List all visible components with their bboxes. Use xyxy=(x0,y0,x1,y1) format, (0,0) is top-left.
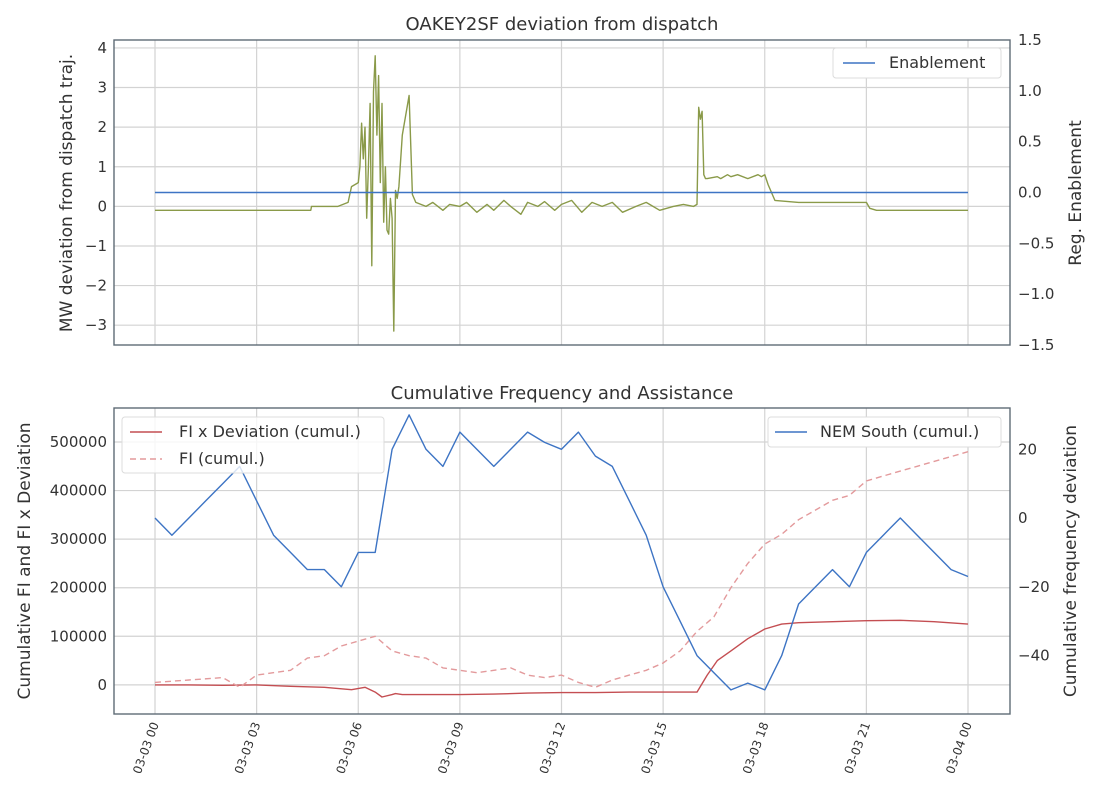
top-y2-tick-label: 0.0 xyxy=(1018,184,1042,202)
bottom-chart-title: Cumulative Frequency and Assistance xyxy=(391,383,734,404)
bottom-x-tick-label: 03-03 06 xyxy=(333,720,365,775)
top-y-tick-label: −2 xyxy=(85,277,107,295)
bottom-legend-label-fi-x-deviation: FI x Deviation (cumul.) xyxy=(179,422,361,441)
top-y-tick-label: 4 xyxy=(97,39,107,57)
bottom-x-tick-label: 03-03 18 xyxy=(740,720,772,775)
bottom-legend-label-fi: FI (cumul.) xyxy=(179,449,265,468)
top-y2-tick-label: 0.5 xyxy=(1018,133,1042,151)
bottom-y2-tick-label: −40 xyxy=(1018,647,1050,665)
bottom-chart-series xyxy=(154,414,969,698)
top-y-tick-label: 1 xyxy=(97,158,107,176)
top-y2-tick-label: 1.0 xyxy=(1018,82,1042,100)
top-y-tick-label: 3 xyxy=(97,79,107,97)
top-y-tick-label: −3 xyxy=(85,316,107,334)
top-legend-label-enablement: Enablement xyxy=(889,53,985,72)
top-chart-frame xyxy=(113,39,1011,346)
top-y2-tick-label: −0.5 xyxy=(1018,234,1054,252)
bottom-x-tick-label: 03-03 15 xyxy=(638,720,670,775)
bottom-x-tick-label: 03-03 00 xyxy=(130,720,162,775)
bottom-y-tick-label: 200000 xyxy=(50,579,107,597)
bottom-y-tick-label: 100000 xyxy=(50,627,107,645)
bottom-x-tick-label: 03-03 21 xyxy=(842,720,874,775)
bottom-chart-x-ticks: 03-03 00 03-03 03 03-03 06 03-03 09 03-03 12… xyxy=(130,720,975,775)
top-chart-y-axis-label: MW deviation from dispatch traj. xyxy=(57,54,77,332)
bottom-y2-tick-label: 20 xyxy=(1018,440,1037,458)
top-chart-legend: Enablement xyxy=(832,47,1002,79)
bottom-chart-y2-ticks: −40 −20 0 20 xyxy=(1018,440,1050,664)
bottom-chart-legend-right: NEM South (cumul.) xyxy=(767,416,1002,448)
bottom-legend-label-nem-south: NEM South (cumul.) xyxy=(820,422,979,441)
top-chart-y2-axis-label: Reg. Enablement xyxy=(1066,120,1086,266)
bottom-chart-y2-axis-label: Cumulative frequency deviation xyxy=(1061,425,1081,697)
bottom-chart-frame xyxy=(113,407,1011,715)
bottom-y-tick-label: 300000 xyxy=(50,530,107,548)
bottom-x-tick-label: 03-03 03 xyxy=(232,720,264,775)
bottom-chart-legend-left: FI x Deviation (cumul.) FI (cumul.) xyxy=(121,416,385,474)
bottom-x-tick-label: 03-03 12 xyxy=(537,720,569,775)
bottom-legend-left-box xyxy=(121,416,385,474)
bottom-series-line-2 xyxy=(154,414,969,691)
bottom-y2-tick-label: 0 xyxy=(1018,509,1028,527)
bottom-chart-y-ticks: 0 100000 200000 300000 400000 500000 xyxy=(50,433,107,694)
top-chart-y2-ticks: −1.5 −1.0 −0.5 0.0 0.5 1.0 1.5 xyxy=(1018,31,1054,354)
top-chart-y-ticks: −3 −2 −1 0 1 2 3 4 xyxy=(85,39,107,334)
top-y-tick-label: 0 xyxy=(97,197,107,215)
bottom-y2-tick-label: −20 xyxy=(1018,578,1050,596)
top-chart-series xyxy=(155,55,968,332)
bottom-x-tick-label: 03-04 00 xyxy=(943,720,975,775)
bottom-series-line-1 xyxy=(154,451,969,688)
bottom-series-line-0 xyxy=(155,619,969,698)
top-chart: OAKEY2SF deviation from dispatch −3 −2 −1 0… xyxy=(57,14,1086,354)
bottom-chart: Cumulative Frequency and Assistance 0 100… xyxy=(15,383,1081,776)
bottom-y-tick-label: 0 xyxy=(97,676,107,694)
top-chart-title: OAKEY2SF deviation from dispatch xyxy=(406,14,719,35)
top-y-tick-label: 2 xyxy=(97,118,107,136)
top-series-line-0 xyxy=(155,55,968,332)
bottom-y-tick-label: 400000 xyxy=(50,482,107,500)
bottom-legend-right-box xyxy=(767,416,1002,448)
bottom-y-tick-label: 500000 xyxy=(50,433,107,451)
top-chart-grid xyxy=(114,40,1010,345)
bottom-x-tick-label: 03-03 09 xyxy=(435,720,467,775)
bottom-chart-y-axis-label: Cumulative FI and FI x Deviation xyxy=(15,423,35,700)
top-y2-tick-label: −1.0 xyxy=(1018,285,1054,303)
top-legend-box xyxy=(832,47,1002,79)
top-y2-tick-label: −1.5 xyxy=(1018,336,1054,354)
top-y2-tick-label: 1.5 xyxy=(1018,31,1042,49)
top-y-tick-label: −1 xyxy=(85,237,107,255)
